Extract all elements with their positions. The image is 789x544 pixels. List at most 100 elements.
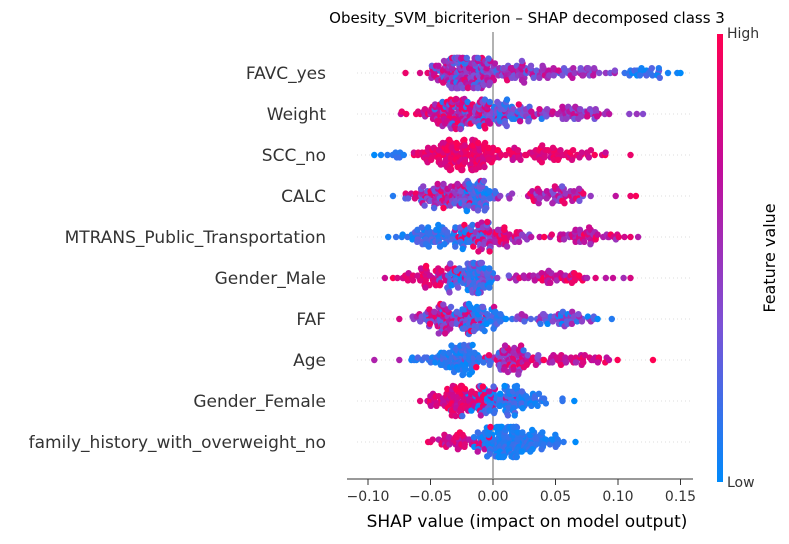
shap-dot [441, 431, 448, 438]
shap-dot [502, 315, 510, 323]
shap-dot [549, 359, 556, 366]
shap-dot [638, 65, 645, 72]
feature-dots [416, 382, 578, 420]
shap-dot [389, 192, 397, 200]
shap-dot [440, 180, 447, 188]
shap-dot [514, 147, 522, 154]
shap-dot [516, 118, 524, 125]
shap-dot [480, 81, 487, 89]
shap-dot [470, 84, 477, 92]
shap-dot [591, 151, 598, 159]
shap-dot [385, 233, 392, 241]
shap-dot [584, 65, 592, 72]
shap-dot [634, 233, 642, 241]
shap-dot [459, 431, 466, 438]
shap-dot [523, 361, 530, 368]
shap-dot [447, 325, 454, 332]
shap-dot [519, 429, 526, 436]
shap-dot [522, 393, 530, 400]
shap-dot [444, 385, 451, 393]
feature-dots [397, 95, 647, 133]
shap-dot [462, 366, 469, 373]
shap-dot [615, 233, 622, 241]
shap-dot [490, 325, 497, 332]
shap-dot [575, 311, 582, 318]
shap-dot [435, 221, 442, 229]
shap-dot [535, 200, 542, 207]
shap-dot [567, 354, 575, 361]
shap-dot [474, 429, 481, 436]
shap-dot [612, 192, 619, 200]
shap-dot [587, 192, 594, 200]
shap-dot [528, 233, 535, 241]
shap-dot [473, 364, 480, 371]
shap-dot [520, 347, 527, 354]
shap-dot [502, 151, 509, 159]
shap-dot [501, 224, 508, 231]
shap-dot [465, 180, 473, 188]
shap-dot [459, 371, 466, 379]
shap-dot [480, 241, 488, 248]
shap-dot [469, 341, 476, 349]
shap-dot [636, 72, 644, 79]
x-tick-label: 0.00 [477, 489, 508, 505]
shap-dot [456, 265, 463, 272]
shap-dot [576, 226, 584, 233]
shap-dot [427, 402, 435, 409]
shap-dot [400, 151, 407, 159]
shap-dot [626, 110, 633, 118]
shap-dot [468, 407, 475, 414]
colorbar-high-label: High [727, 26, 759, 42]
shap-dot [526, 103, 533, 111]
chart-title: Obesity_SVM_bicriterion – SHAP decompose… [329, 9, 725, 28]
shap-dot [490, 383, 497, 390]
shap-dot [409, 236, 416, 243]
shap-dot [537, 320, 544, 327]
shap-dot [501, 342, 509, 349]
shap-dot [538, 446, 545, 453]
shap-dot [416, 397, 424, 405]
shap-dot [513, 382, 521, 390]
shap-dot [479, 383, 487, 390]
shap-dot [632, 192, 640, 200]
shap-dot [482, 125, 489, 132]
shap-dot [569, 147, 577, 154]
shap-dot [540, 311, 547, 318]
x-axis-label: SHAP value (impact on model output) [367, 512, 688, 532]
shap-dot [474, 448, 481, 455]
shap-dot [568, 156, 576, 163]
x-tick-label: 0.10 [602, 489, 633, 505]
shap-dot [476, 354, 483, 361]
shap-dot [581, 238, 588, 245]
shap-dot [525, 118, 532, 125]
shap-dot [486, 248, 493, 255]
shap-dot [594, 231, 601, 238]
shap-dot [606, 110, 613, 118]
shap-dot [602, 274, 609, 282]
shap-dot [540, 395, 548, 402]
shap-dot [664, 69, 672, 77]
shap-dot [614, 356, 621, 364]
shap-dot [592, 274, 599, 282]
shap-dot [461, 221, 468, 229]
shap-dot [609, 274, 617, 282]
shap-dot [464, 98, 471, 106]
shap-dot [414, 272, 421, 279]
shap-dot [500, 453, 508, 460]
feature-label: family_history_with_overweight_no [29, 433, 326, 453]
shap-dot [517, 156, 524, 163]
shap-dot [444, 229, 451, 236]
shap-dot [580, 359, 587, 366]
shap-dot [438, 267, 445, 274]
shap-dot [560, 438, 567, 446]
x-tick-label: −0.10 [347, 489, 390, 505]
shap-dot [518, 448, 525, 455]
shap-dot [448, 84, 455, 92]
shap-dot [560, 231, 567, 238]
shap-dot [571, 270, 578, 277]
shap-dot [533, 441, 540, 448]
shap-dot [505, 272, 512, 279]
shap-dot [515, 238, 523, 245]
